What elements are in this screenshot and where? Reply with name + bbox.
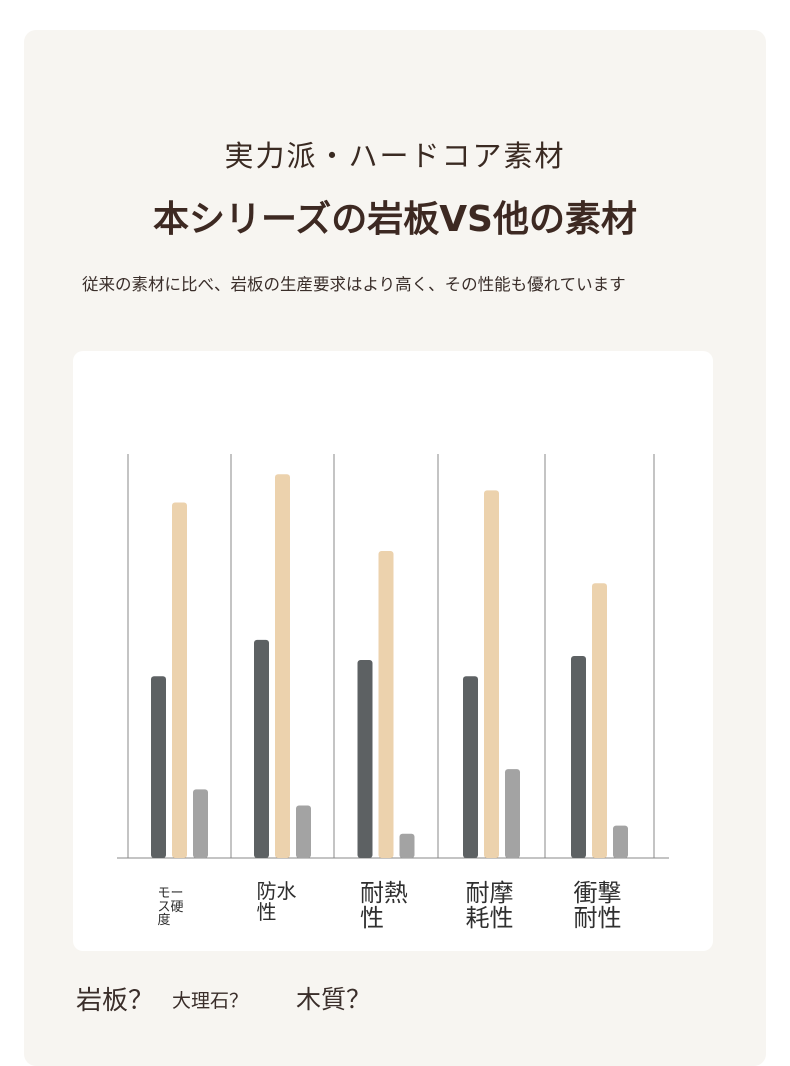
bar-wood-2 (399, 833, 415, 858)
category-label-line: 耐性 (573, 904, 622, 933)
bar-marble-0 (172, 502, 187, 858)
bar-wood-4 (613, 825, 628, 858)
category-label-line: 衝撃 (573, 879, 622, 907)
bar-stone-1 (254, 639, 269, 858)
category-label-line: 度 (157, 913, 171, 929)
bar-wood-3 (505, 769, 520, 858)
category-label-line: 防水 (256, 879, 297, 903)
category-label-0: モー ス硬度 (158, 887, 184, 928)
bar-marble-3 (484, 490, 499, 858)
category-label-2: 耐熱性 (360, 879, 408, 933)
bar-stone-2 (357, 660, 373, 858)
bar-marble-4 (592, 583, 607, 858)
category-label-line: 耗性 (465, 904, 514, 933)
category-label-line: 性 (256, 900, 277, 924)
category-label-line: 耐熱 (360, 879, 408, 907)
category-label-line: ス硬 (157, 899, 184, 915)
category-label-line: 耐摩 (465, 879, 514, 907)
legend-item-stone: 岩板？ (76, 986, 155, 1016)
bar-marble-1 (275, 474, 290, 858)
category-label-line: 性 (360, 904, 384, 933)
bar-marble-2 (378, 550, 394, 858)
category-label-1: 防水性 (257, 881, 297, 923)
legend-item-wood: 木質？ (296, 985, 372, 1014)
legend-item-marble: 大理石？ (172, 990, 249, 1012)
bar-chart (117, 454, 669, 859)
bar-stone-4 (571, 656, 586, 858)
bar-wood-1 (296, 805, 311, 858)
page-description: 従来の素材に比べ、岩板の生産要求はより高く、その性能も優れています (82, 275, 626, 294)
bar-stone-3 (463, 676, 478, 858)
page-subtitle: 実力派・ハードコア素材 (224, 139, 566, 173)
bar-wood-0 (193, 789, 208, 858)
bar-stone-0 (151, 676, 166, 858)
page-title: 本シリーズの岩板VS他の素材 (153, 199, 637, 240)
category-label-4: 衝撃 耐性 (573, 879, 622, 933)
chart-panel: モー ス硬度防水性耐熱性耐摩 耗性 衝撃 耐性 (73, 351, 713, 951)
category-label-3: 耐摩 耗性 (465, 879, 514, 933)
category-label-line: モー (157, 886, 184, 901)
